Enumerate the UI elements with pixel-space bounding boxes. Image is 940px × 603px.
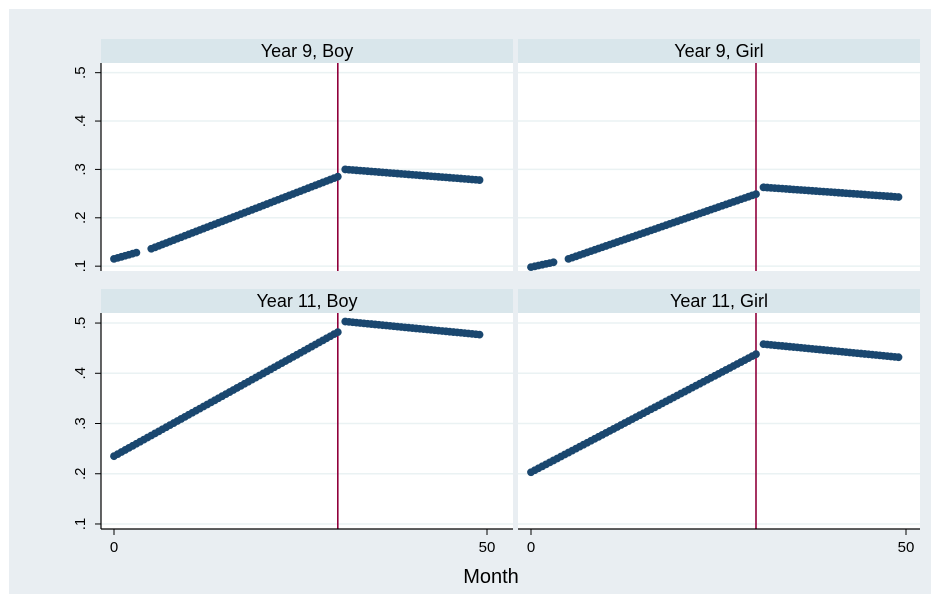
y-tick-label: .4 — [72, 115, 89, 128]
data-point — [549, 258, 558, 267]
data-point — [475, 176, 484, 184]
x-tick-label: 50 — [898, 539, 915, 556]
y-tick-label: .2 — [72, 467, 89, 480]
y-tick-label: .5 — [72, 317, 89, 330]
facet-strip — [518, 39, 920, 63]
data-point — [752, 350, 760, 359]
y-tick-label: .1 — [72, 260, 89, 273]
facet-panel: Year 11, Girl 0 50 — [518, 289, 920, 556]
data-point — [894, 193, 903, 201]
data-point — [333, 172, 342, 181]
x-axis-title: Month — [463, 566, 519, 588]
facet-strip — [101, 39, 513, 63]
facet-plot-area — [518, 63, 920, 271]
y-tick-label: .3 — [72, 417, 89, 430]
facet-strip — [101, 289, 513, 313]
y-tick-label: .3 — [72, 163, 89, 176]
data-point — [333, 328, 342, 336]
facet-title: Year 9, Girl — [674, 41, 763, 61]
facet-title: Year 9, Boy — [261, 41, 353, 61]
y-tick-label: .2 — [72, 212, 89, 225]
y-tick-label: .5 — [72, 66, 89, 79]
facet-title: Year 11, Boy — [256, 291, 357, 311]
data-point — [894, 353, 903, 362]
facet-panel: Year 9, Girl — [518, 39, 920, 272]
data-point — [132, 248, 141, 257]
facet-panel: Year 11, Boy .1 .2 .3 .4 .5 0 50 — [72, 289, 513, 556]
facet-strip — [518, 289, 920, 313]
y-tick-label: .4 — [72, 367, 89, 380]
y-tick-label: .1 — [72, 518, 89, 531]
facet-panel: Year 9, Boy .1 .2 .3 .4 .5 — [72, 39, 513, 272]
x-tick-label: 0 — [527, 539, 535, 556]
data-point — [475, 330, 484, 339]
facet-plot-area — [518, 313, 920, 529]
facet-plot-area — [101, 63, 513, 271]
x-tick-label: 50 — [479, 539, 496, 556]
facet-title: Year 11, Girl — [670, 291, 768, 311]
x-tick-label: 0 — [110, 539, 118, 556]
data-point — [752, 190, 760, 198]
